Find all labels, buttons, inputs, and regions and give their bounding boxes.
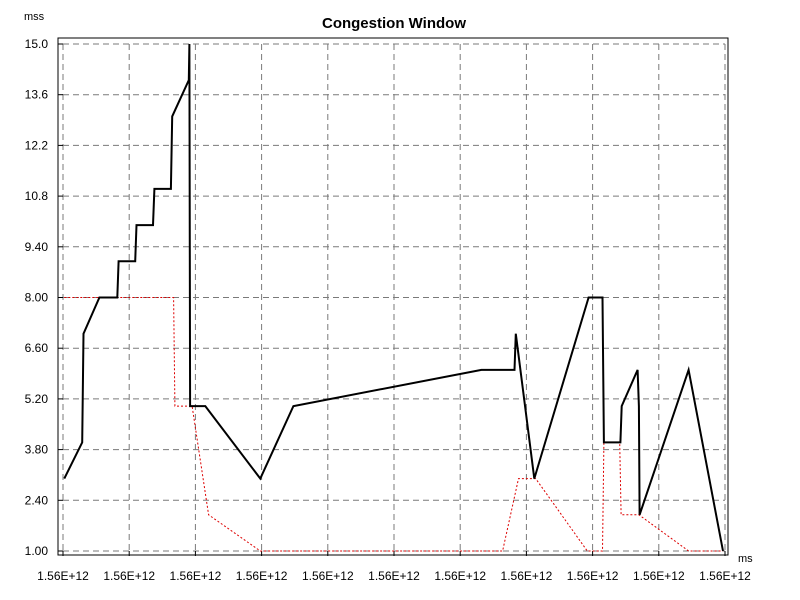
x-tick-label: 1.56E+12 (434, 569, 486, 583)
x-tick-label: 1.56E+12 (567, 569, 619, 583)
x-tick-label: 1.56E+12 (236, 569, 288, 583)
y-tick-label: 3.80 (25, 443, 49, 457)
x-tick-label: 1.56E+12 (501, 569, 553, 583)
y-tick-label: 8.00 (25, 291, 49, 305)
x-tick-label: 1.56E+12 (37, 569, 89, 583)
y-tick-label: 2.40 (25, 493, 49, 507)
x-tick-label: 1.56E+12 (103, 569, 155, 583)
x-tick-label: 1.56E+12 (699, 569, 751, 583)
threshold-series-line (64, 297, 723, 552)
x-tick-label: 1.56E+12 (633, 569, 685, 583)
y-tick-label: 5.20 (25, 392, 49, 406)
cwnd-series-line (63, 43, 724, 552)
series-lines (63, 43, 724, 552)
y-tick-label: 1.00 (25, 544, 49, 558)
axis-ticks: 1.00 2.40 3.80 5.20 6.60 8.00 9.40 10.8 12.2 13.6… (25, 37, 752, 583)
y-tick-label: 6.60 (25, 341, 49, 355)
x-tick-label: 1.56E+12 (302, 569, 354, 583)
y-tick-label: 12.2 (25, 138, 49, 152)
y-axis-unit-label: mss (24, 11, 45, 23)
y-tick-label: 10.8 (25, 189, 49, 203)
y-tick-label: 15.0 (25, 37, 49, 51)
x-axis-unit-label: ms (738, 553, 753, 565)
chart-title: Congestion Window (322, 15, 466, 32)
y-tick-label: 9.40 (25, 240, 49, 254)
plot-frame (57, 37, 729, 556)
y-tick-label: 13.6 (25, 88, 49, 102)
x-tick-label: 1.56E+12 (170, 569, 222, 583)
x-tick-label: 1.56E+12 (368, 569, 420, 583)
